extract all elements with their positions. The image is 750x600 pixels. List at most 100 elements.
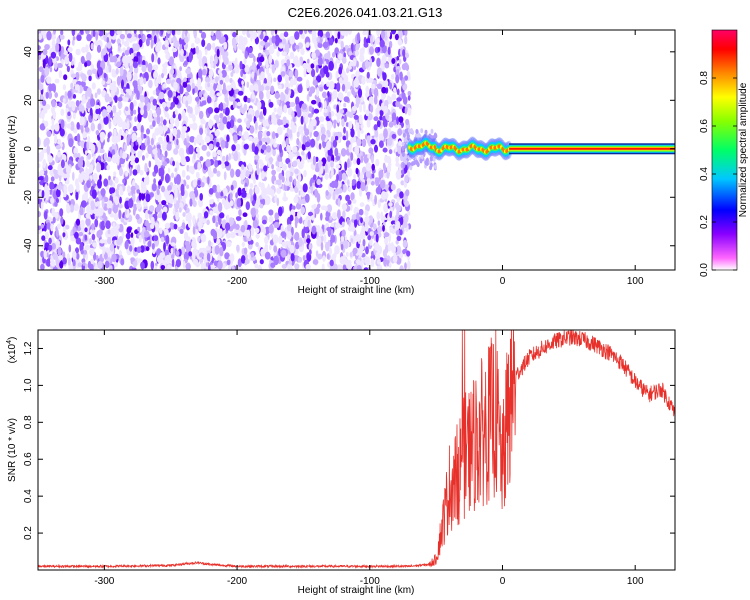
heatmap-noise-cell bbox=[60, 216, 64, 225]
heatmap-noise-cell bbox=[369, 57, 373, 67]
heatmap-noise-cell bbox=[94, 40, 99, 46]
heatmap-noise-cell bbox=[318, 159, 322, 170]
heatmap-noise-cell bbox=[73, 153, 79, 158]
heatmap-noise-cell bbox=[179, 85, 184, 95]
heatmap-noise-cell bbox=[221, 69, 227, 78]
heatmap-noise-cell bbox=[149, 192, 154, 198]
heatmap-noise-cell bbox=[286, 144, 291, 152]
heatmap-noise-cell bbox=[312, 259, 319, 265]
heatmap-noise-cell bbox=[188, 144, 194, 155]
heatmap-noise-cell bbox=[62, 84, 66, 91]
heatmap-noise-cell bbox=[182, 260, 186, 269]
heatmap-noise-cell bbox=[90, 122, 96, 132]
heatmap-noise-cell bbox=[238, 209, 242, 217]
heatmap-noise-cell bbox=[219, 79, 224, 85]
heatmap-noise-cell bbox=[171, 47, 178, 53]
heatmap-noise-cell bbox=[341, 83, 346, 92]
heatmap-noise-cell bbox=[263, 227, 266, 235]
heatmap-noise-cell bbox=[359, 103, 363, 113]
heatmap-noise-cell bbox=[349, 203, 353, 211]
heatmap-noise-cell bbox=[168, 194, 174, 204]
heatmap-noise-cell bbox=[210, 31, 214, 37]
heatmap-noise-cell bbox=[405, 189, 410, 197]
heatmap-noise-cell bbox=[384, 184, 390, 192]
heatmap-noise-cell bbox=[44, 174, 49, 184]
heatmap-noise-cell bbox=[345, 122, 349, 127]
heatmap-noise-cell bbox=[326, 121, 333, 129]
heatmap-xlabel: Height of straight line (km) bbox=[298, 285, 415, 296]
heatmap-noise-cell bbox=[337, 31, 341, 40]
heatmap-noise-cell bbox=[384, 236, 389, 246]
heatmap-noise-cell bbox=[330, 169, 334, 177]
heatmap-noise-cell bbox=[365, 246, 369, 255]
heatmap-noise-cell bbox=[370, 181, 375, 186]
heatmap-noise-cell bbox=[382, 225, 385, 232]
heatmap-noise-cell bbox=[139, 76, 144, 86]
heatmap-noise-cell bbox=[354, 233, 361, 242]
heatmap-noise-cell bbox=[38, 33, 43, 41]
heatmap-noise-cell bbox=[62, 232, 66, 238]
heatmap-noise-cell bbox=[185, 175, 191, 181]
heatmap-noise-cell bbox=[318, 116, 325, 123]
snr-xtick-label: -200 bbox=[227, 576, 247, 587]
heatmap-noise-cell bbox=[134, 116, 138, 123]
heatmap-noise-cell bbox=[196, 134, 202, 144]
heatmap-noise-cell bbox=[373, 87, 379, 98]
heatmap-noise-cell bbox=[288, 176, 293, 183]
heatmap-noise-cell bbox=[302, 255, 306, 261]
heatmap-noise-cell bbox=[307, 219, 311, 228]
heatmap-noise-cell bbox=[75, 218, 81, 226]
heatmap-noise-cell bbox=[46, 145, 51, 155]
heatmap-noise-cell bbox=[382, 162, 386, 170]
heatmap-noise-cell bbox=[333, 61, 338, 70]
heatmap-noise-cell bbox=[62, 192, 67, 198]
heatmap-noise-cell bbox=[297, 210, 301, 219]
heatmap-noise-cell bbox=[305, 79, 310, 89]
heatmap-noise-cell bbox=[183, 77, 187, 82]
heatmap-noise-cell bbox=[63, 50, 68, 56]
heatmap-noise-cell bbox=[311, 225, 317, 235]
heatmap-noise-cell bbox=[259, 56, 265, 63]
heatmap-noise-cell bbox=[80, 124, 84, 134]
heatmap-noise-cell bbox=[67, 184, 74, 194]
heatmap-noise-cell bbox=[160, 173, 164, 182]
heatmap-noise-cell bbox=[237, 118, 242, 123]
heatmap-noise-cell bbox=[52, 110, 57, 120]
heatmap-noise-cell bbox=[111, 253, 117, 263]
heatmap-noise-cell bbox=[253, 72, 257, 82]
heatmap-noise-cell bbox=[405, 118, 410, 126]
snr-scale-base: (x10 bbox=[7, 343, 18, 363]
heatmap-noise-cell bbox=[382, 147, 388, 153]
heatmap-noise-cell bbox=[305, 263, 311, 270]
heatmap-noise-cell bbox=[198, 68, 203, 79]
heatmap-noise-cell bbox=[355, 60, 359, 68]
heatmap-noise-cell bbox=[197, 161, 202, 171]
heatmap-noise-cell bbox=[43, 210, 48, 220]
heatmap-noise-cell bbox=[94, 218, 99, 228]
heatmap-noise-cell bbox=[59, 128, 65, 137]
heatmap-noise-cell bbox=[59, 208, 64, 217]
heatmap-noise-cell bbox=[158, 136, 163, 144]
heatmap-noise-cell bbox=[276, 179, 282, 186]
heatmap-noise-cell bbox=[124, 240, 129, 250]
heatmap-noise-cell bbox=[300, 206, 306, 215]
heatmap-noise-cell bbox=[95, 130, 100, 136]
heatmap-noise-cell bbox=[50, 51, 57, 59]
heatmap-noise-cell bbox=[106, 164, 111, 171]
heatmap-noise-cell bbox=[158, 91, 165, 100]
heatmap-noise-cell bbox=[361, 258, 365, 264]
heatmap-noise-cell bbox=[117, 96, 123, 102]
heatmap-noise-cell bbox=[44, 120, 49, 128]
heatmap-noise-cell bbox=[200, 139, 205, 145]
heatmap-noise-cell bbox=[234, 63, 240, 74]
heatmap-noise-cell bbox=[57, 151, 62, 158]
heatmap-noise-cell bbox=[229, 192, 233, 201]
heatmap-noise-cell bbox=[91, 223, 95, 231]
heatmap-noise-cell bbox=[109, 53, 113, 63]
heatmap-noise-cell bbox=[334, 245, 340, 255]
heatmap-noise-cell bbox=[148, 79, 153, 89]
heatmap-noise-cell bbox=[316, 178, 322, 186]
heatmap-noise-cell bbox=[198, 91, 203, 98]
heatmap-noise-cell bbox=[249, 84, 255, 93]
heatmap-noise-cell bbox=[301, 103, 307, 110]
